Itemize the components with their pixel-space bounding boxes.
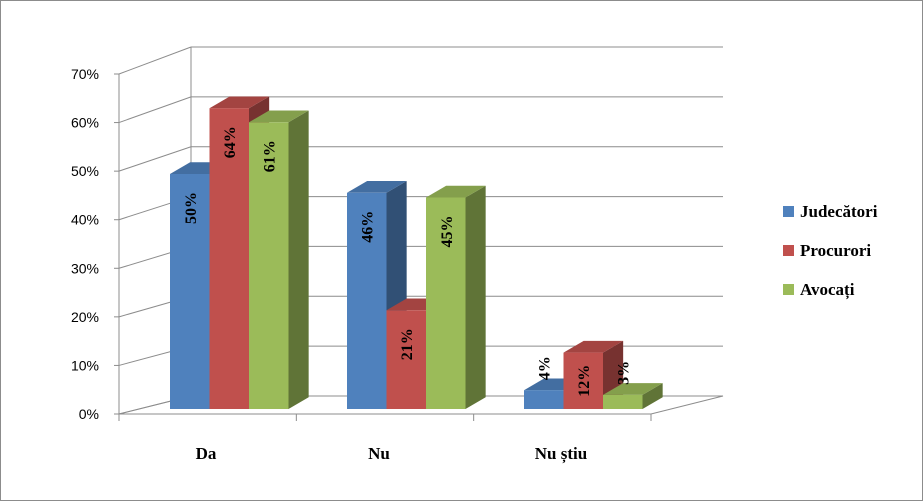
- bar-front: [347, 192, 387, 409]
- bar-side: [465, 185, 486, 409]
- bar-front: [209, 108, 249, 409]
- bar-front: [386, 310, 426, 409]
- y-tick-label: 50%: [71, 163, 99, 179]
- data-label: 45%: [439, 216, 456, 248]
- y-axis: 0% 10% 20% 30% 40% 50% 60% 70%: [71, 66, 652, 422]
- category-label: Nu: [368, 444, 390, 463]
- gridline-connector: [118, 146, 192, 172]
- data-label: 46%: [360, 211, 377, 243]
- legend-swatch: [783, 284, 794, 295]
- bar-top: [347, 181, 407, 193]
- legend-label: Procurori: [800, 241, 871, 260]
- y-tick-label: 40%: [71, 212, 99, 228]
- bar-top: [249, 110, 309, 123]
- category-label: Nu știu: [535, 444, 587, 464]
- y-tick-label: 10%: [71, 357, 99, 373]
- bar-da-2: [249, 110, 309, 410]
- data-label: 64%: [222, 126, 239, 158]
- data-label: 3%: [616, 361, 633, 385]
- y-tick-label: 0%: [79, 406, 99, 422]
- bar-top: [426, 185, 486, 198]
- bar-front: [249, 122, 289, 410]
- data-label: 21%: [399, 328, 416, 360]
- bar-nu-știu-2: [603, 383, 663, 409]
- y-tick-label: 20%: [71, 309, 99, 325]
- bar-front: [170, 174, 210, 409]
- bar-nu-2: [426, 185, 486, 409]
- data-label: 50%: [183, 192, 200, 224]
- bar-top: [209, 96, 270, 109]
- bar-front: [524, 390, 564, 409]
- legend: Judecători Procurori Avocați: [783, 202, 878, 300]
- bar-top: [603, 383, 663, 395]
- y-tick-label: 70%: [71, 66, 99, 82]
- bar-top: [563, 340, 624, 353]
- bar-side: [288, 110, 309, 409]
- y-tick-label: 30%: [71, 260, 99, 276]
- data-labels: 50% 64% 61% 46% 21% 45% 4% 12% 3%: [183, 126, 633, 397]
- bar-front: [603, 394, 643, 409]
- bar-front: [563, 352, 603, 409]
- y-tick-label: 60%: [71, 115, 99, 131]
- legend-label: Avocați: [800, 280, 855, 300]
- bar-nu-știu-1: [563, 340, 624, 409]
- gridline-connector: [118, 96, 192, 124]
- legend-swatch: [783, 245, 794, 256]
- bars: [170, 96, 663, 410]
- category-label: Da: [196, 444, 217, 463]
- data-label: 4%: [537, 356, 554, 380]
- gridline-connector: [118, 46, 192, 75]
- data-label: 61%: [262, 140, 279, 172]
- data-label: 12%: [576, 365, 593, 397]
- bar-front: [426, 197, 466, 409]
- bar-side: [642, 383, 663, 409]
- legend-swatch: [783, 206, 794, 217]
- legend-label: Judecători: [800, 202, 878, 221]
